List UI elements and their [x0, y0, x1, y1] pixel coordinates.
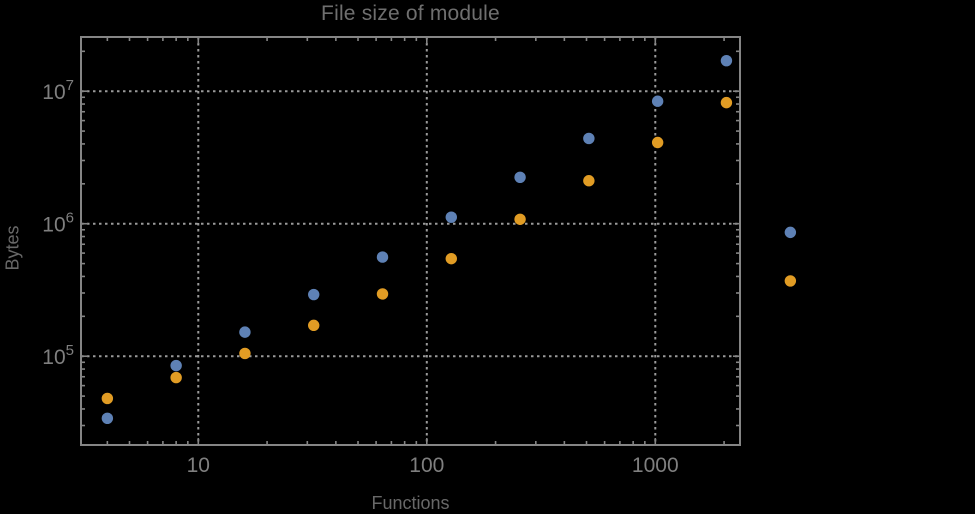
data-point-orange-series — [583, 175, 595, 187]
data-point-blue-series — [376, 251, 389, 263]
y-tick-label: 106 — [42, 210, 74, 237]
data-point-orange-series — [239, 347, 251, 360]
data-point-blue-series — [308, 288, 320, 301]
data-point-orange-series — [170, 371, 182, 384]
data-point-blue-series — [170, 359, 182, 372]
data-point-orange-series — [720, 96, 733, 109]
data-point-blue-series — [784, 226, 797, 239]
chart-title: File size of module — [321, 2, 500, 25]
data-point-orange-series — [101, 392, 114, 405]
x-tick-label: 1000 — [632, 454, 679, 477]
data-point-blue-series — [445, 211, 457, 223]
x-axis-label: Functions — [371, 493, 450, 513]
data-point-orange-series — [308, 319, 320, 332]
plot-frame — [80, 36, 741, 446]
data-point-orange-series — [784, 275, 797, 287]
y-tick-label: 105 — [42, 342, 74, 369]
data-point-orange-series — [651, 136, 664, 149]
data-point-blue-series — [720, 54, 733, 67]
data-point-blue-series — [651, 95, 664, 107]
data-point-blue-series — [239, 326, 251, 338]
data-point-blue-series — [514, 171, 526, 183]
data-point-orange-series — [514, 213, 526, 225]
x-tick-label: 100 — [409, 454, 444, 477]
data-point-orange-series — [445, 252, 457, 265]
y-tick-label: 107 — [42, 77, 74, 104]
y-axis-label: Bytes — [2, 225, 23, 271]
data-point-blue-series — [101, 412, 114, 425]
x-tick-label: 10 — [187, 454, 210, 477]
data-point-blue-series — [583, 132, 595, 145]
data-point-orange-series — [376, 288, 389, 300]
